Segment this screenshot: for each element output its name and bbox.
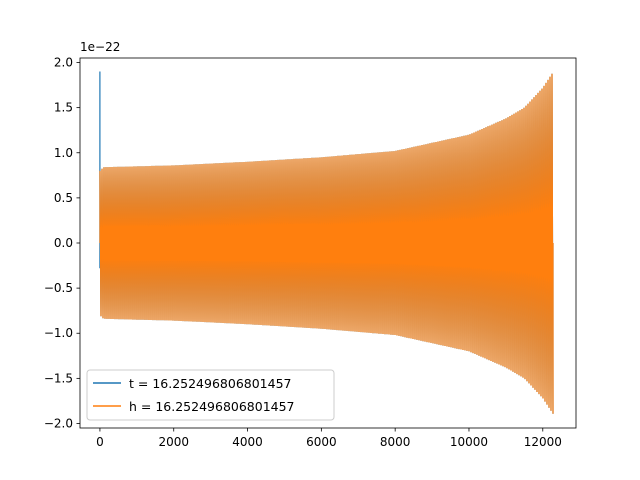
y-tick-label: 2.0 — [54, 56, 73, 70]
legend-label-t: t = 16.252496806801457 — [129, 376, 292, 391]
y-tick-label: 0.5 — [54, 191, 73, 205]
y-tick-label: −2.0 — [44, 416, 73, 430]
y-offset-label: 1e−22 — [80, 40, 120, 54]
axis-layer: 0 2000 4000 6000 8000 10000 12000 −2.0 −1.5 −1.0 −… — [44, 56, 562, 449]
x-tick-label: 0 — [96, 435, 104, 449]
x-tick-label: 12000 — [524, 435, 562, 449]
y-tick-label: −0.5 — [44, 281, 73, 295]
x-tick-label: 10000 — [450, 435, 488, 449]
x-tick-label: 6000 — [306, 435, 337, 449]
series-line-h — [99, 73, 554, 414]
x-tick-label: 4000 — [232, 435, 263, 449]
y-tick-label: 1.5 — [54, 101, 73, 115]
legend-frame — [86, 369, 335, 421]
legend-label-h: h = 16.252496806801457 — [129, 399, 295, 414]
y-tick-label: 1.0 — [54, 146, 73, 160]
y-tick-label: −1.5 — [44, 371, 73, 385]
series-layer — [99, 71, 554, 414]
y-tick-label: −1.0 — [44, 326, 73, 340]
x-tick-label: 2000 — [158, 435, 189, 449]
x-tick-label: 8000 — [380, 435, 411, 449]
y-tick-label: 0.0 — [54, 236, 73, 250]
legend: t = 16.252496806801457 h = 16.2524968068… — [86, 369, 335, 421]
